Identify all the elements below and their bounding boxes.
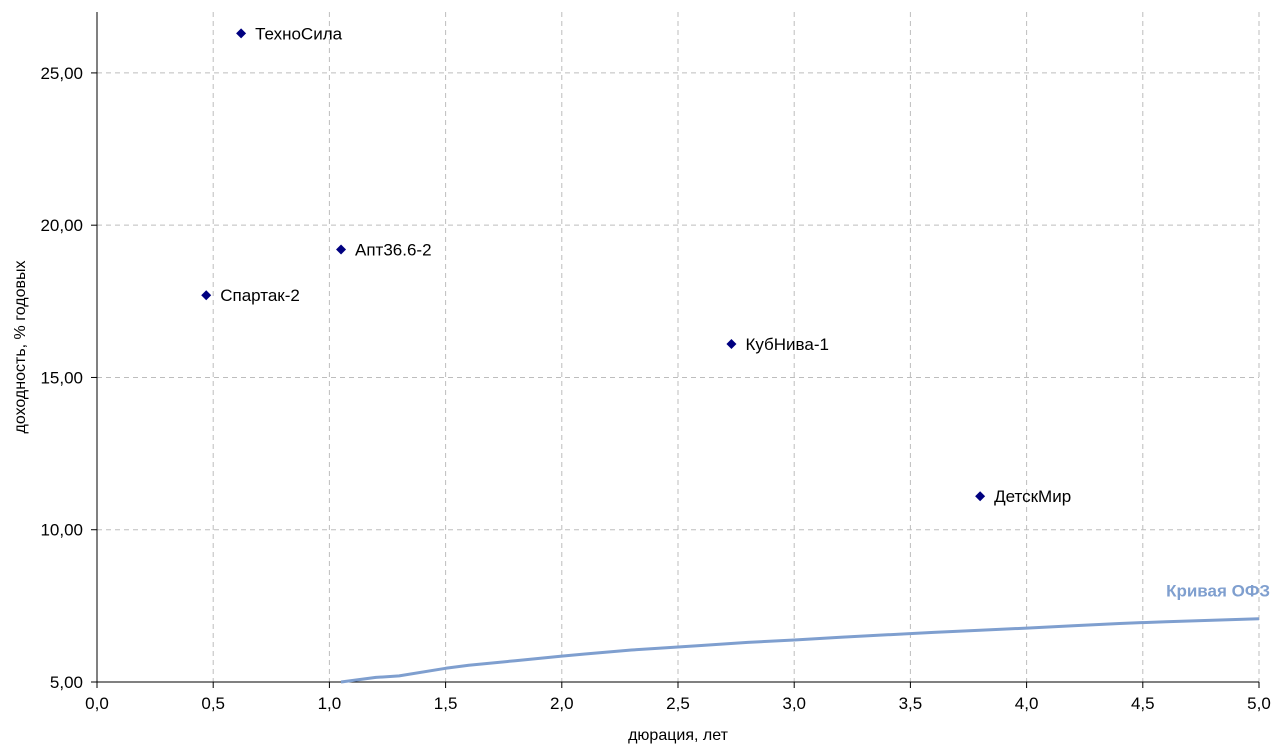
data-point-label: КубНива-1 xyxy=(745,335,829,354)
grid xyxy=(97,12,1260,682)
data-point-marker xyxy=(726,338,737,349)
y-tick-label: 20,00 xyxy=(40,216,83,235)
data-point-label: ТехноСила xyxy=(255,24,343,43)
ofz-curve: Кривая ОФЗ xyxy=(340,582,1270,684)
x-tick-label: 1,0 xyxy=(318,694,342,713)
y-axis-title: доходность, % годовых xyxy=(12,261,29,434)
data-point-marker xyxy=(975,491,986,502)
data-point-marker xyxy=(236,28,247,39)
y-tick-label: 5,00 xyxy=(50,673,83,692)
x-tick-label: 4,5 xyxy=(1131,694,1155,713)
x-tick-labels: 0,0 0,5 1,0 1,5 2,0 2,5 3,0 3,5 4,0 4,5 5,0 xyxy=(85,694,1271,713)
x-tick-label: 4,0 xyxy=(1015,694,1039,713)
y-tick-labels: 5,00 10,00 15,00 20,00 25,00 xyxy=(40,64,83,692)
ofz-curve-label: Кривая ОФЗ xyxy=(1166,582,1270,601)
y-tick-label: 15,00 xyxy=(40,368,83,387)
x-tick-label: 0,5 xyxy=(201,694,225,713)
x-tick-label: 3,5 xyxy=(899,694,923,713)
axes xyxy=(91,12,1260,688)
x-axis-title: дюрация, лет xyxy=(628,727,728,744)
x-tick-label: 2,0 xyxy=(550,694,574,713)
x-tick-label: 0,0 xyxy=(85,694,109,713)
y-tick-label: 25,00 xyxy=(40,64,83,83)
data-point-label: Апт36.6-2 xyxy=(355,241,432,260)
data-point-marker xyxy=(336,244,347,255)
x-tick-label: 2,5 xyxy=(666,694,690,713)
data-point-label: Спартак-2 xyxy=(220,286,300,305)
y-tick-label: 10,00 xyxy=(40,521,83,540)
data-point-marker xyxy=(201,290,212,301)
data-point-label: ДетскМир xyxy=(994,487,1071,506)
ofz-curve-line xyxy=(340,617,1260,684)
data-points: ТехноСила Апт36.6-2 Спартак-2 КубНива-1 Детс… xyxy=(201,24,1071,506)
x-tick-label: 3,0 xyxy=(782,694,806,713)
x-tick-label: 1,5 xyxy=(434,694,458,713)
x-tick-label: 5,0 xyxy=(1247,694,1271,713)
